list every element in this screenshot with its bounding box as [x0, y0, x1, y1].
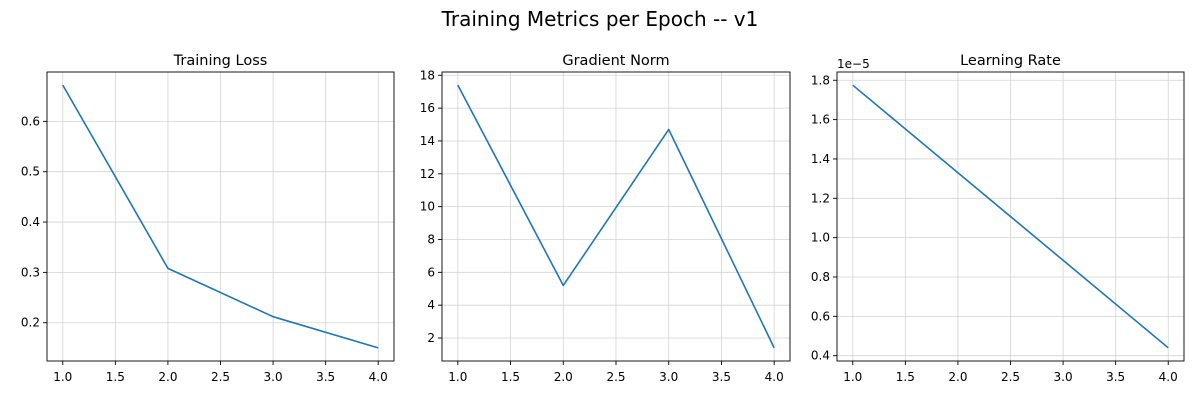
x-tick-label: 3.5 — [1106, 370, 1125, 384]
series-line — [457, 84, 775, 349]
series-line — [852, 84, 1169, 349]
x-tick-label: 2.5 — [211, 370, 230, 384]
subplot-title: Gradient Norm — [562, 53, 669, 69]
y-tick-label: 1.6 — [811, 113, 830, 127]
y-tick-label: 8 — [427, 232, 435, 246]
y-tick-label: 1.2 — [811, 191, 830, 205]
x-tick-label: 4.0 — [765, 370, 784, 384]
chart-panel-1: 1.0 1.5 2.0 2.5 3.0 3.5 4.0 0.2 0.3 0.4 0.5 0.6 Trai… — [21, 53, 395, 384]
chart-panel-3: 1.0 1.5 2.0 2.5 3.0 3.5 4.0 0.4 0.6 0.8 1.0 1.2 1.4 1… — [811, 53, 1185, 384]
y-tick-label: 1.8 — [811, 73, 830, 87]
x-tick-label: 3.0 — [1054, 370, 1073, 384]
y-tick-label: 10 — [420, 200, 435, 214]
y-offset-label: 1e−5 — [837, 57, 870, 71]
x-tick-label: 2.5 — [1001, 370, 1020, 384]
series-line — [62, 84, 379, 349]
x-tick-label: 2.5 — [606, 370, 625, 384]
y-tick-label: 0.6 — [21, 114, 40, 128]
x-tick-label: 3.0 — [659, 370, 678, 384]
x-tick-label: 4.0 — [369, 370, 388, 384]
y-tick-label: 18 — [420, 68, 435, 82]
x-tick-label: 1.5 — [106, 370, 125, 384]
x-tick-label: 3.5 — [316, 370, 335, 384]
y-tick-label: 2 — [427, 331, 435, 345]
x-tick-label: 1.0 — [448, 370, 467, 384]
x-tick-label: 1.0 — [53, 370, 72, 384]
x-tick-label: 1.5 — [896, 370, 915, 384]
figure-title: Training Metrics per Epoch -- v1 — [441, 7, 759, 31]
y-tick-label: 12 — [420, 167, 435, 181]
x-tick-label: 2.0 — [948, 370, 967, 384]
y-tick-label: 0.4 — [21, 215, 40, 229]
x-tick-label: 1.0 — [843, 370, 862, 384]
y-tick-label: 0.3 — [21, 265, 40, 279]
y-tick-label: 0.2 — [21, 316, 40, 330]
y-tick-label: 0.8 — [811, 270, 830, 284]
y-tick-label: 4 — [427, 298, 435, 312]
x-tick-label: 4.0 — [1159, 370, 1178, 384]
y-tick-label: 1.0 — [811, 231, 830, 245]
chart-panel-2: 1.0 1.5 2.0 2.5 3.0 3.5 4.0 2 4 6 8 10 12 14 16 18 Gradi… — [420, 53, 791, 384]
y-tick-label: 16 — [420, 101, 435, 115]
y-tick-label: 0.5 — [21, 165, 40, 179]
x-tick-label: 3.0 — [264, 370, 283, 384]
y-tick-label: 14 — [420, 134, 435, 148]
y-tick-label: 0.4 — [811, 349, 830, 363]
x-tick-label: 2.0 — [554, 370, 573, 384]
subplot-title: Learning Rate — [960, 53, 1061, 69]
x-tick-label: 2.0 — [158, 370, 177, 384]
y-tick-label: 6 — [427, 265, 435, 279]
y-tick-label: 1.4 — [811, 152, 830, 166]
y-tick-label: 0.6 — [811, 309, 830, 323]
x-tick-label: 1.5 — [501, 370, 520, 384]
x-tick-label: 3.5 — [712, 370, 731, 384]
subplot-title: Training Loss — [173, 53, 268, 69]
